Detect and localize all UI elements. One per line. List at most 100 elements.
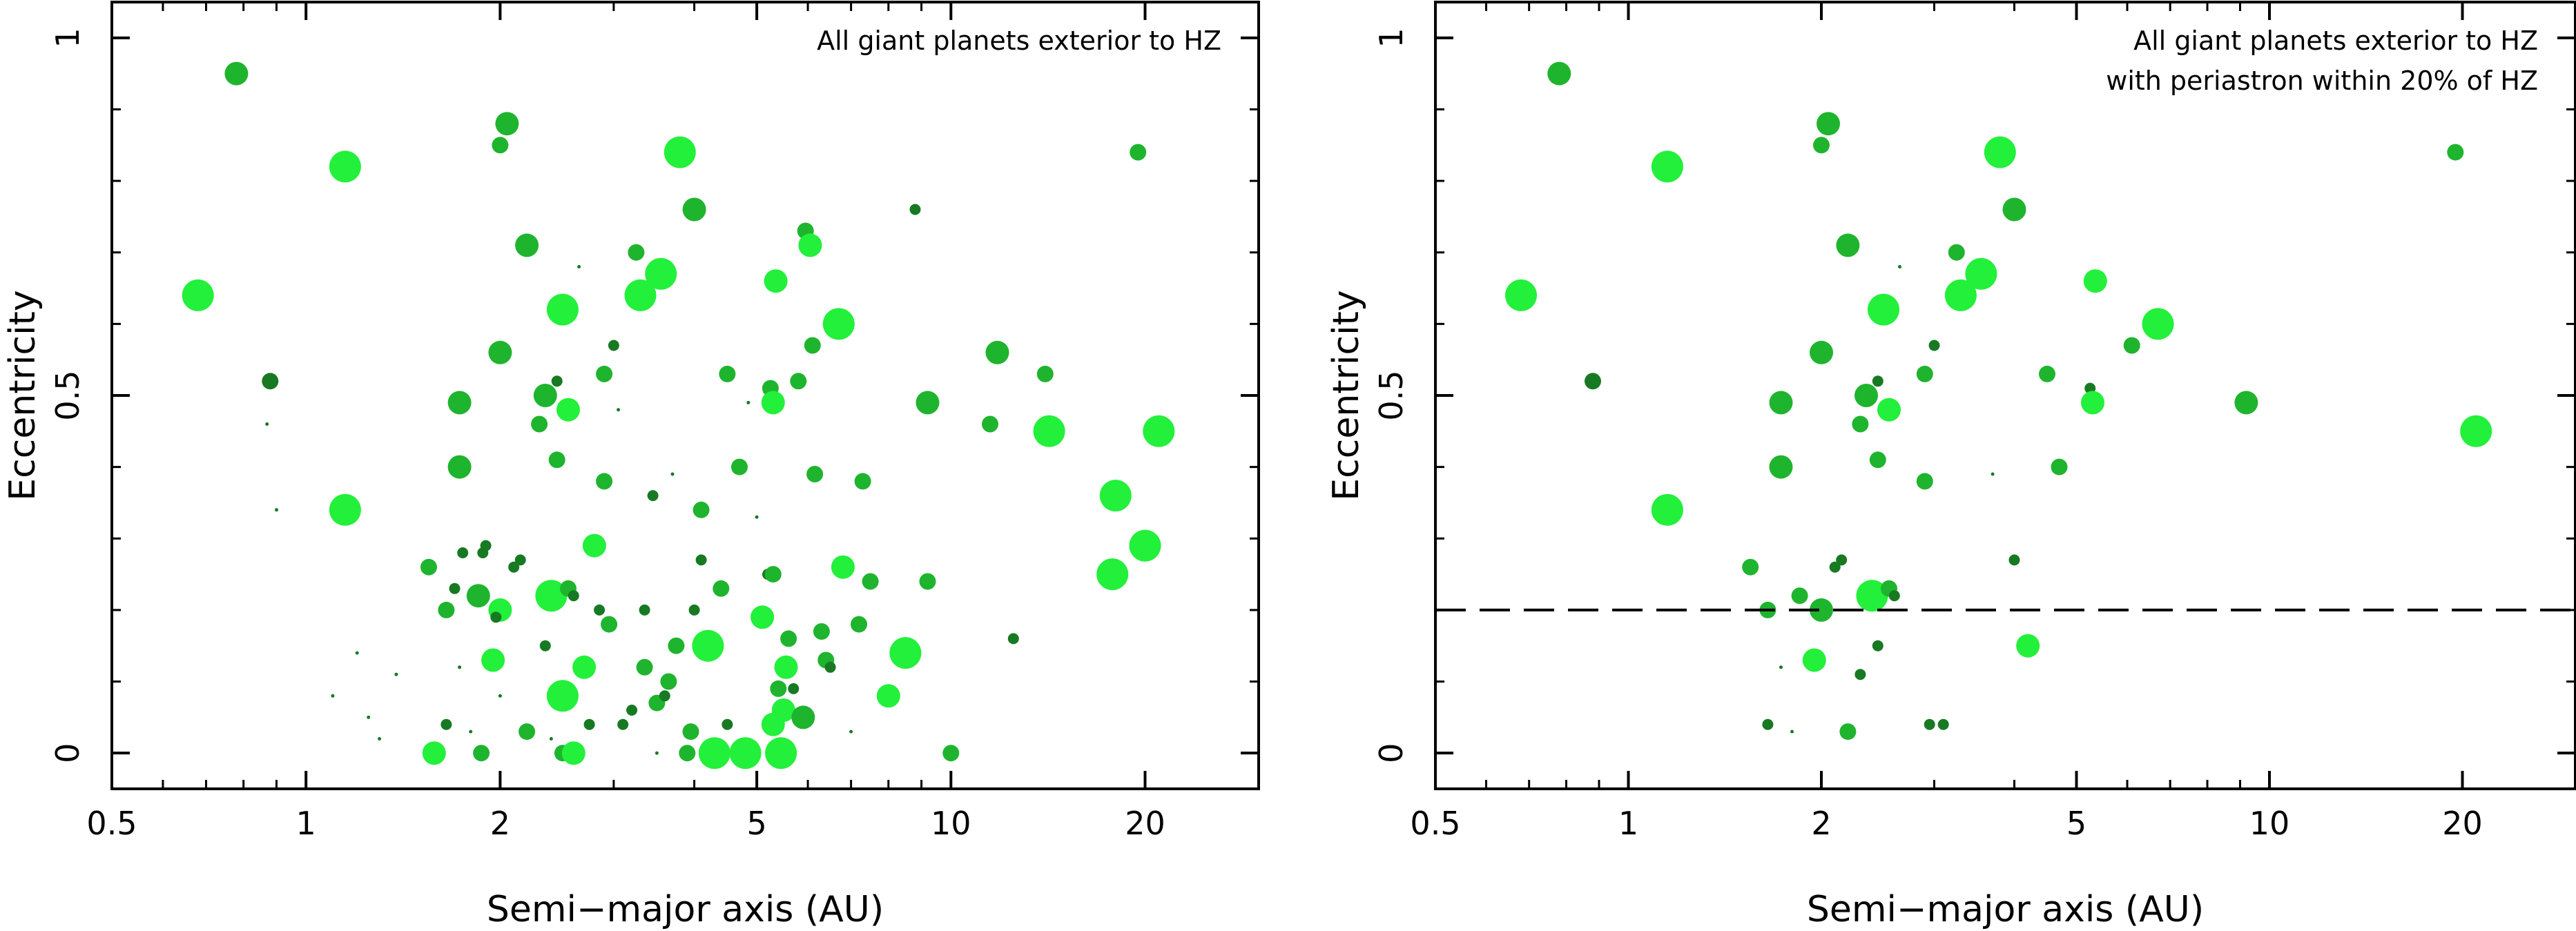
y-tick-label: 1 — [1373, 28, 1410, 48]
data-point — [329, 493, 361, 526]
data-point — [813, 623, 830, 640]
y-tick-label: 0 — [1373, 743, 1410, 763]
data-point — [394, 672, 398, 676]
data-point — [1547, 61, 1571, 86]
data-point — [1937, 718, 1949, 730]
data-point — [457, 547, 469, 558]
data-point — [764, 566, 782, 583]
data-point — [1854, 669, 1866, 680]
data-point — [798, 233, 822, 257]
x-tick-label: 5 — [2066, 805, 2086, 842]
data-point — [1868, 293, 1899, 326]
data-point — [1769, 455, 1793, 479]
data-point — [2039, 365, 2055, 382]
data-point — [582, 533, 606, 558]
data-point — [515, 233, 539, 257]
data-point — [548, 451, 565, 469]
data-point — [1944, 279, 1977, 311]
data-point — [851, 616, 867, 633]
data-point — [2051, 458, 2068, 476]
x-tick-label: 0.5 — [1410, 805, 1460, 842]
data-point — [1856, 580, 1888, 612]
data-point — [1813, 137, 1830, 154]
data-point — [331, 694, 335, 698]
data-point — [275, 508, 278, 512]
data-point — [539, 640, 551, 651]
data-point — [1924, 718, 1935, 730]
data-point — [481, 648, 505, 672]
data-point — [682, 723, 699, 741]
data-point — [1033, 415, 1065, 447]
data-point — [693, 501, 710, 518]
data-point — [617, 408, 621, 412]
x-tick-label: 5 — [746, 805, 766, 842]
y-axis-title: Eccentricity — [2, 290, 43, 500]
data-point — [982, 415, 998, 433]
data-point — [551, 375, 563, 387]
data-point — [765, 737, 797, 770]
data-point — [488, 340, 512, 364]
data-point — [746, 400, 750, 404]
y-tick-label: 1 — [49, 28, 86, 48]
data-point — [1928, 340, 1940, 351]
data-point — [626, 705, 638, 716]
data-point — [1877, 398, 1901, 422]
data-point — [1836, 233, 1860, 257]
data-point — [1817, 112, 1840, 136]
data-point — [596, 365, 613, 382]
data-point — [660, 673, 677, 690]
data-point — [780, 630, 797, 647]
data-point — [2016, 634, 2040, 658]
data-point — [1948, 244, 1965, 261]
annotation-text: with periastron within 20% of HZ — [2106, 66, 2538, 96]
data-point — [854, 473, 871, 490]
y-tick-label: 0.5 — [1373, 370, 1410, 420]
data-point — [617, 718, 629, 730]
data-point — [535, 580, 568, 612]
data-point — [1779, 665, 1783, 669]
data-point — [985, 340, 1009, 364]
data-point — [1036, 365, 1054, 382]
data-point — [594, 604, 606, 616]
data-point — [916, 391, 940, 415]
data-point — [473, 745, 490, 762]
data-point — [355, 651, 359, 655]
data-point — [664, 136, 696, 168]
plot-frame — [110, 1, 1260, 790]
data-point — [761, 391, 785, 415]
data-point — [561, 741, 585, 765]
data-point — [1585, 373, 1601, 390]
data-point — [628, 244, 645, 261]
data-point — [791, 705, 815, 729]
data-point — [713, 580, 730, 597]
data-point — [698, 737, 730, 770]
data-point — [889, 637, 922, 669]
data-point — [601, 616, 618, 633]
data-point — [182, 279, 214, 311]
data-point — [647, 490, 659, 502]
data-point — [1965, 257, 1997, 290]
data-point — [670, 472, 675, 476]
right-scatter-panel: 0.5 1 2 5 10 20 0 0.5 1 Semi−major axis (AU) Eccen… — [1326, 1, 2576, 930]
data-point — [1802, 648, 1826, 672]
data-point — [764, 269, 788, 293]
annotation-text: All giant planets exterior to HZ — [817, 26, 1221, 56]
data-point — [1829, 561, 1841, 573]
data-point — [596, 473, 613, 490]
data-point — [546, 680, 579, 712]
data-point — [1007, 633, 1019, 645]
data-point — [731, 458, 748, 476]
data-point — [668, 637, 685, 654]
data-point — [508, 561, 520, 573]
data-point — [329, 150, 361, 183]
data-point — [719, 365, 736, 382]
data-point — [824, 661, 836, 673]
y-tick-label: 0.5 — [49, 370, 86, 420]
data-point — [449, 582, 461, 594]
data-point — [480, 540, 492, 551]
data-point — [438, 601, 455, 618]
x-tick-label: 1 — [296, 805, 316, 842]
data-point — [1790, 729, 1794, 734]
data-point — [1854, 384, 1878, 407]
